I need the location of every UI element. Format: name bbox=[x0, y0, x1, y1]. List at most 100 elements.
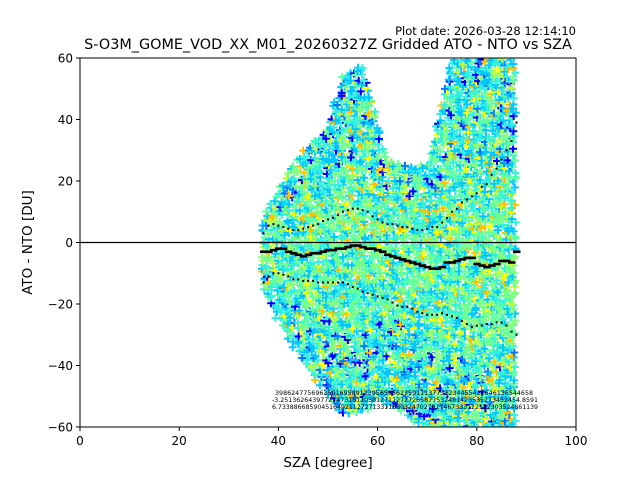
std-lower-marker bbox=[455, 316, 458, 319]
std-lower-marker bbox=[331, 281, 334, 284]
scatter-point bbox=[355, 291, 364, 300]
std-upper-marker bbox=[406, 226, 409, 229]
std-lower-marker bbox=[411, 307, 414, 310]
std-lower-marker bbox=[490, 322, 493, 325]
scatter-point bbox=[326, 376, 335, 385]
scatter-point bbox=[341, 363, 350, 372]
scatter-point bbox=[360, 173, 369, 182]
bin-annotations: 3986247756963501695891239565956235911137… bbox=[272, 390, 538, 411]
scatter-point bbox=[286, 298, 295, 307]
scatter-point bbox=[355, 105, 364, 114]
std-lower-marker bbox=[500, 321, 503, 324]
scatter-point bbox=[365, 237, 374, 246]
std-upper-marker bbox=[426, 227, 429, 230]
std-lower-marker bbox=[465, 322, 468, 325]
scatter-point bbox=[398, 387, 407, 396]
scatter-point bbox=[284, 218, 293, 227]
scatter-point bbox=[361, 331, 370, 340]
scatter-point bbox=[374, 265, 383, 274]
std-upper-marker bbox=[282, 226, 285, 229]
scatter-point bbox=[375, 127, 384, 136]
scatter-point bbox=[422, 358, 431, 367]
scatter-point bbox=[342, 199, 351, 208]
scatter-point bbox=[320, 326, 329, 335]
scatter-point bbox=[266, 255, 275, 264]
std-lower-marker bbox=[327, 281, 329, 284]
scatter-point bbox=[284, 192, 293, 201]
std-lower-marker bbox=[475, 324, 478, 327]
scatter-point bbox=[311, 352, 320, 361]
std-upper-marker bbox=[336, 213, 339, 216]
std-upper-marker bbox=[455, 207, 458, 210]
scatter-point bbox=[410, 172, 419, 181]
scatter-point bbox=[370, 180, 379, 189]
std-lower-marker bbox=[361, 290, 364, 293]
scatter-point bbox=[410, 396, 419, 405]
scatter-points bbox=[257, 58, 520, 427]
chart-title: S-O3M_GOME_VOD_XX_M01_20260327Z Gridded … bbox=[84, 37, 572, 53]
scatter-point bbox=[342, 285, 351, 294]
scatter-point bbox=[358, 64, 367, 73]
std-upper-marker bbox=[297, 229, 300, 232]
std-upper-marker bbox=[262, 232, 265, 235]
scatter-point bbox=[280, 231, 289, 240]
scatter-point bbox=[260, 233, 269, 242]
y-axis-label: ATO - NTO [DU] bbox=[20, 190, 36, 295]
scatter-point bbox=[347, 288, 356, 297]
std-lower-marker bbox=[322, 281, 325, 284]
scatter-point bbox=[293, 269, 302, 278]
scatter-point bbox=[345, 115, 354, 124]
scatter-point bbox=[369, 170, 378, 179]
scatter-point bbox=[361, 233, 369, 242]
scatter-point bbox=[419, 249, 428, 258]
scatter-point bbox=[343, 228, 352, 237]
std-upper-marker bbox=[436, 226, 439, 229]
std-lower-marker bbox=[307, 279, 310, 282]
scatter-point bbox=[428, 328, 437, 337]
mean-marker bbox=[508, 261, 516, 264]
scatter-point bbox=[362, 162, 371, 171]
std-lower-marker bbox=[510, 330, 513, 333]
std-lower-marker bbox=[406, 306, 409, 309]
scatter-point bbox=[391, 325, 400, 334]
std-lower-marker bbox=[336, 281, 339, 284]
scatter-point bbox=[289, 175, 298, 184]
std-upper-marker bbox=[515, 121, 518, 124]
scatter-point bbox=[346, 153, 355, 162]
std-upper-marker bbox=[495, 167, 498, 170]
scatter-point bbox=[357, 122, 366, 131]
scatter-point bbox=[386, 225, 395, 234]
std-upper-marker bbox=[302, 227, 305, 230]
std-lower-marker bbox=[272, 272, 275, 275]
std-upper-marker bbox=[396, 224, 399, 227]
scatter-point bbox=[352, 89, 361, 98]
scatter-point bbox=[396, 224, 405, 233]
std-upper-marker bbox=[470, 195, 473, 198]
std-lower-marker bbox=[297, 278, 300, 281]
y-tick-label: 40 bbox=[58, 113, 73, 127]
scatter-point bbox=[418, 198, 427, 207]
scatter-point bbox=[337, 89, 346, 98]
scatter-point bbox=[400, 378, 409, 387]
scatter-point bbox=[353, 314, 362, 323]
std-lower-marker bbox=[351, 286, 354, 289]
scatter-point bbox=[338, 308, 347, 317]
mean-marker bbox=[512, 250, 521, 254]
scatter-point bbox=[319, 251, 328, 260]
scatter-point bbox=[293, 166, 302, 175]
std-upper-marker bbox=[500, 158, 503, 161]
scatter-point bbox=[295, 155, 304, 164]
scatter-point bbox=[262, 269, 271, 278]
std-lower-marker bbox=[292, 278, 295, 281]
scatter-point bbox=[428, 247, 437, 256]
x-tick-label: 40 bbox=[271, 434, 286, 448]
scatter-point bbox=[311, 191, 320, 200]
std-upper-marker bbox=[267, 224, 270, 227]
scatter-point bbox=[276, 203, 285, 212]
scatter-point bbox=[298, 353, 307, 362]
std-lower-marker bbox=[396, 304, 399, 307]
scatter-point bbox=[351, 393, 360, 402]
scatter-point bbox=[322, 282, 331, 291]
scatter-point bbox=[347, 87, 356, 96]
scatter-point bbox=[280, 205, 289, 214]
